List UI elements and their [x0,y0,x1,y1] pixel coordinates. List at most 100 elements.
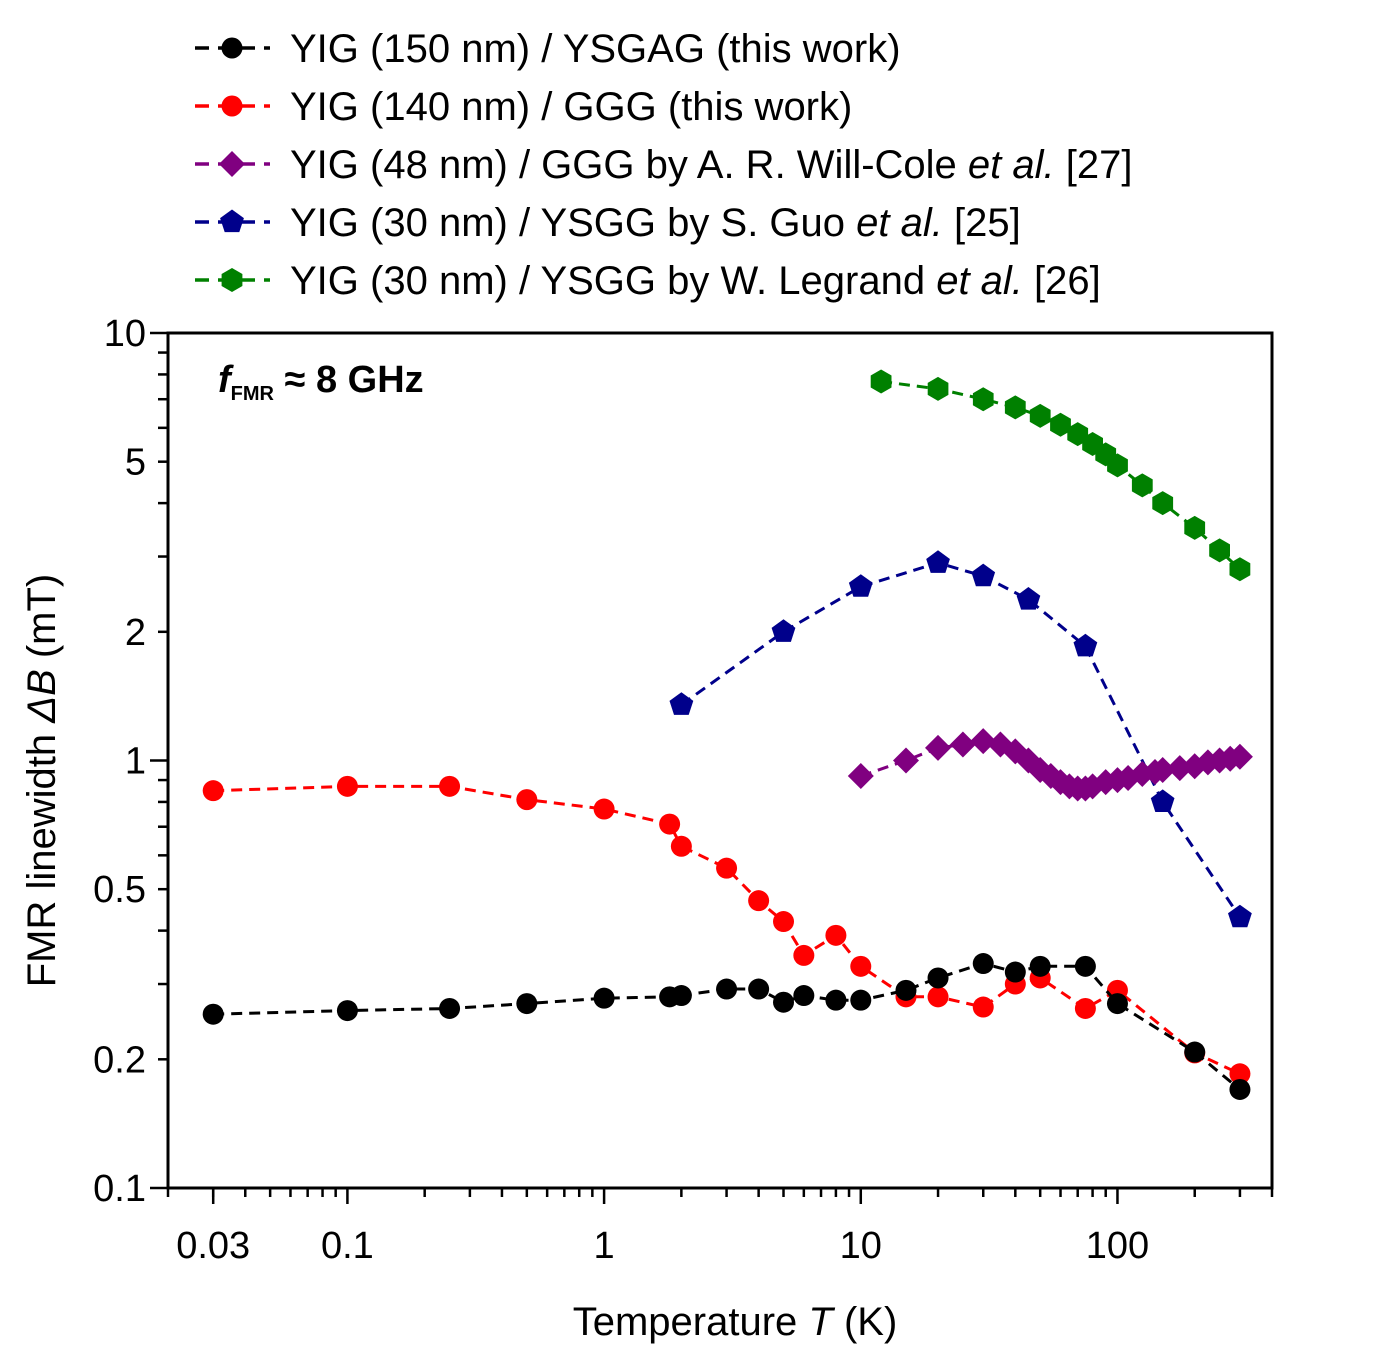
data-point [516,993,538,1015]
data-point [716,857,738,879]
series-line [213,784,1241,1076]
legend-marker [221,95,243,117]
data-point [972,387,994,412]
plot-area [202,369,1253,1100]
data-point [870,369,892,394]
data-point [439,997,461,1019]
data-point [1004,961,1026,983]
data-point [972,996,994,1018]
data-point [1184,1041,1206,1063]
legend-label: YIG (30 nm) / YSGG by S. Guo et al. [25] [290,201,1021,245]
data-point [971,563,996,587]
data-point [1149,757,1176,783]
legend-marker [220,209,244,233]
data-point [848,574,873,597]
y-axis-label: FMR linewidth ΔB (mT) [20,574,64,988]
data-point [748,890,770,912]
x-tick-label: 0.1 [321,1225,374,1267]
data-point [1106,993,1128,1015]
data-point [847,763,874,789]
data-point [593,987,615,1009]
y-tick-label: 5 [125,442,146,484]
data-point [927,967,949,989]
data-point [1002,738,1029,765]
data-point [895,979,917,1001]
data-point [1226,743,1253,770]
legend-entry-5: YIG (30 nm) / YSGG by W. Legrand et al. … [195,259,1101,303]
data-point [516,789,538,811]
x-tick-label: 0.03 [176,1225,250,1267]
legend: YIG (150 nm) / YSGAG (this work) YIG (140… [195,27,1132,303]
data-point [1074,955,1096,977]
data-point [1050,412,1071,437]
legend-label: YIG (48 nm) / GGG by A. R. Will-Cole et … [290,143,1132,187]
legend-marker [221,37,243,59]
data-point [670,985,692,1007]
data-point [716,978,738,1000]
data-point [1229,557,1251,582]
series-line [213,961,1241,1091]
data-point [925,734,951,761]
data-point [927,376,949,401]
tick-labels: 0.03 0.1 1 10 100 0.1 0.2 0.5 1 2 5 10 [93,313,1149,1267]
data-point [793,985,815,1007]
data-point [1152,491,1174,516]
data-point [1209,538,1230,563]
data-point [850,955,872,977]
data-point [927,986,949,1008]
x-tick-label: 1 [594,1225,615,1267]
series-line [880,380,1241,571]
series-4 [669,550,1252,928]
legend-marker [219,151,245,177]
data-point [771,619,796,642]
data-point [1073,633,1098,657]
data-point [202,780,224,802]
data-point [1184,515,1206,540]
x-tick-label: 100 [1086,1225,1149,1267]
data-point [669,692,694,715]
data-point [926,550,950,573]
data-point [593,798,615,820]
y-tick-label: 0.2 [93,1039,146,1081]
series-5 [870,369,1251,582]
legend-entry-4: YIG (30 nm) / YSGG by S. Guo et al. [25] [195,201,1021,245]
legend-entry-1: YIG (150 nm) / YSGAG (this work) [195,27,901,71]
data-point [748,978,770,1000]
data-point [1131,473,1153,498]
data-point [670,835,692,857]
y-tick-label: 2 [125,612,146,654]
y-tick-label: 10 [104,313,146,355]
data-point [793,944,815,966]
y-tick-label: 0.1 [93,1168,146,1210]
data-point [659,813,681,835]
data-point [1229,1078,1251,1100]
data-point [850,989,872,1011]
legend-label: YIG (150 nm) / YSGAG (this work) [290,27,901,71]
data-point [1074,997,1096,1019]
data-point [1004,395,1026,420]
y-tick-label: 1 [125,741,146,783]
data-point [439,775,461,797]
series-3 [847,728,1253,802]
data-point [825,924,847,946]
legend-marker [221,268,243,292]
data-point [1150,789,1175,812]
data-point [825,989,847,1011]
legend-label: YIG (140 nm) / GGG (this work) [290,85,852,129]
x-tick-label: 10 [840,1225,882,1267]
data-point [1107,453,1128,478]
data-point [893,747,919,774]
frequency-annotation: fFMR ≈ 8 GHz [218,359,424,405]
series-2 [202,775,1251,1085]
data-point [336,775,358,797]
data-point [970,728,997,755]
data-point [336,1000,358,1022]
data-point [773,991,795,1013]
series-1 [202,953,1251,1100]
data-point [949,731,976,758]
y-tick-label: 0.5 [93,869,146,911]
data-point [773,911,795,933]
data-point [1029,403,1051,428]
data-point [1029,955,1051,977]
legend-entry-3: YIG (48 nm) / GGG by A. R. Will-Cole et … [195,143,1132,187]
